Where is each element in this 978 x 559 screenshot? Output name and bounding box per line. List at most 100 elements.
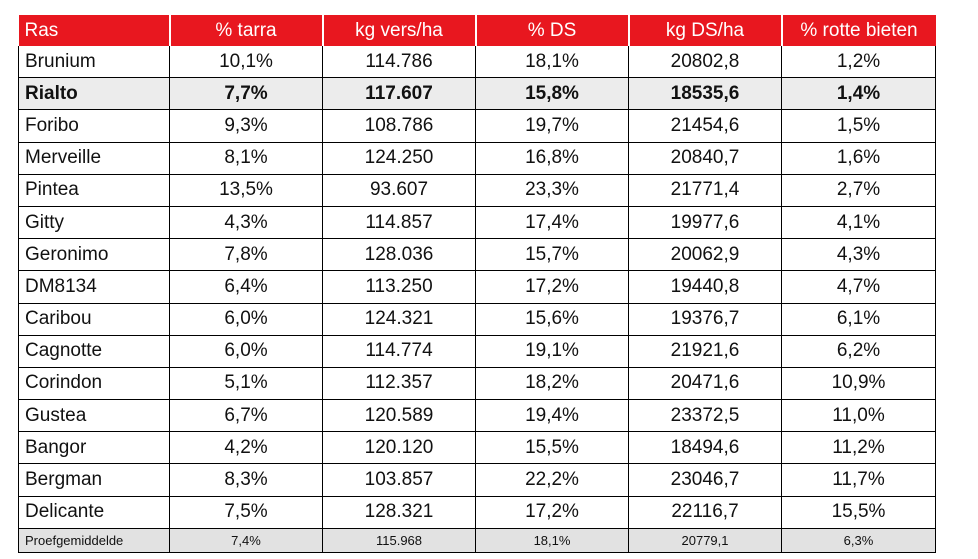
cell-ds: 15,6% bbox=[475, 303, 629, 336]
cell-kg-ds: 18494,6 bbox=[628, 431, 782, 465]
cell-ras: Merveille bbox=[18, 142, 170, 175]
cell-tarra: 8,1% bbox=[169, 142, 323, 175]
cell-kg-vers: 103.857 bbox=[322, 463, 476, 497]
cell-kg-vers: 93.607 bbox=[322, 174, 476, 207]
table-row: Brunium 10,1% 114.786 18,1% 20802,8 1,2% bbox=[18, 46, 936, 79]
cell-kg-vers: 113.250 bbox=[322, 270, 476, 304]
cell-tarra: 7,5% bbox=[169, 496, 323, 529]
cell-ds: 15,8% bbox=[475, 77, 629, 111]
cell-ras: Cagnotte bbox=[18, 335, 170, 368]
cell-kg-vers: 124.250 bbox=[322, 142, 476, 175]
cell-kg-ds: 21454,6 bbox=[628, 109, 782, 143]
cell-ds: 18,2% bbox=[475, 367, 629, 401]
cell-ds: 15,5% bbox=[475, 431, 629, 465]
cell-tarra: 6,0% bbox=[169, 335, 323, 368]
cell-kg-ds: 23046,7 bbox=[628, 463, 782, 497]
table-body: Brunium 10,1% 114.786 18,1% 20802,8 1,2% Rialt… bbox=[18, 46, 936, 529]
cell-ras: Bergman bbox=[18, 463, 170, 497]
table-row: Foribo 9,3% 108.786 19,7% 21454,6 1,5% bbox=[18, 109, 936, 143]
cell-ds: 16,8% bbox=[475, 142, 629, 175]
footer-rotte-bieten: 6,3% bbox=[781, 528, 936, 553]
cell-ds: 15,7% bbox=[475, 238, 629, 272]
cell-ds: 17,2% bbox=[475, 496, 629, 529]
footer-tarra: 7,4% bbox=[169, 528, 323, 553]
cell-kg-ds: 19977,6 bbox=[628, 206, 782, 240]
footer-label: Proefgemiddelde bbox=[18, 528, 170, 553]
cell-rotte-bieten: 4,3% bbox=[781, 238, 936, 272]
cell-tarra: 5,1% bbox=[169, 367, 323, 401]
cell-tarra: 6,0% bbox=[169, 303, 323, 336]
cell-ds: 23,3% bbox=[475, 174, 629, 207]
cell-rotte-bieten: 1,5% bbox=[781, 109, 936, 143]
header-row: Ras % tarra kg vers/ha % DS kg DS/ha % r… bbox=[18, 15, 936, 46]
cell-ras: Foribo bbox=[18, 109, 170, 143]
cell-kg-ds: 21771,4 bbox=[628, 174, 782, 207]
cell-kg-vers: 120.120 bbox=[322, 431, 476, 465]
cell-ds: 19,1% bbox=[475, 335, 629, 368]
cell-ras: Corindon bbox=[18, 367, 170, 401]
cell-ds: 19,7% bbox=[475, 109, 629, 143]
cell-rotte-bieten: 6,2% bbox=[781, 335, 936, 368]
footer-kg-ds: 20779,1 bbox=[628, 528, 782, 553]
cell-kg-ds: 18535,6 bbox=[628, 77, 782, 111]
cell-rotte-bieten: 1,2% bbox=[781, 46, 936, 79]
cell-ds: 22,2% bbox=[475, 463, 629, 497]
table-row: Gitty 4,3% 114.857 17,4% 19977,6 4,1% bbox=[18, 206, 936, 240]
cell-ras: Bangor bbox=[18, 431, 170, 465]
cell-tarra: 7,7% bbox=[169, 77, 323, 111]
cell-kg-ds: 20840,7 bbox=[628, 142, 782, 175]
header-rotte-bieten: % rotte bieten bbox=[781, 15, 936, 46]
cell-tarra: 4,2% bbox=[169, 431, 323, 465]
cell-rotte-bieten: 4,7% bbox=[781, 270, 936, 304]
table-row: Delicante 7,5% 128.321 17,2% 22116,7 15,5% bbox=[18, 496, 936, 529]
cell-rotte-bieten: 10,9% bbox=[781, 367, 936, 401]
footer-row: Proefgemiddelde 7,4% 115.968 18,1% 20779… bbox=[18, 528, 936, 553]
variety-table: Ras % tarra kg vers/ha % DS kg DS/ha % r… bbox=[18, 15, 936, 553]
table-row: Rialto 7,7% 117.607 15,8% 18535,6 1,4% bbox=[18, 77, 936, 111]
cell-kg-vers: 114.774 bbox=[322, 335, 476, 368]
cell-ras: Brunium bbox=[18, 46, 170, 79]
header-kg-vers: kg vers/ha bbox=[322, 15, 477, 46]
cell-rotte-bieten: 1,6% bbox=[781, 142, 936, 175]
cell-kg-ds: 21921,6 bbox=[628, 335, 782, 368]
cell-kg-ds: 20802,8 bbox=[628, 46, 782, 79]
cell-rotte-bieten: 11,7% bbox=[781, 463, 936, 497]
cell-kg-ds: 23372,5 bbox=[628, 399, 782, 433]
table-row: Caribou 6,0% 124.321 15,6% 19376,7 6,1% bbox=[18, 303, 936, 336]
cell-kg-vers: 124.321 bbox=[322, 303, 476, 336]
cell-kg-ds: 22116,7 bbox=[628, 496, 782, 529]
cell-tarra: 6,4% bbox=[169, 270, 323, 304]
cell-tarra: 8,3% bbox=[169, 463, 323, 497]
header-kg-ds: kg DS/ha bbox=[628, 15, 783, 46]
cell-rotte-bieten: 1,4% bbox=[781, 77, 936, 111]
table-row: Bangor 4,2% 120.120 15,5% 18494,6 11,2% bbox=[18, 431, 936, 465]
cell-kg-vers: 120.589 bbox=[322, 399, 476, 433]
cell-ras: DM8134 bbox=[18, 270, 170, 304]
cell-rotte-bieten: 11,0% bbox=[781, 399, 936, 433]
cell-ds: 19,4% bbox=[475, 399, 629, 433]
cell-tarra: 10,1% bbox=[169, 46, 323, 79]
cell-kg-vers: 114.857 bbox=[322, 206, 476, 240]
cell-ras: Pintea bbox=[18, 174, 170, 207]
cell-ds: 17,2% bbox=[475, 270, 629, 304]
cell-ras: Caribou bbox=[18, 303, 170, 336]
cell-kg-ds: 20471,6 bbox=[628, 367, 782, 401]
cell-tarra: 9,3% bbox=[169, 109, 323, 143]
cell-kg-ds: 19376,7 bbox=[628, 303, 782, 336]
cell-tarra: 13,5% bbox=[169, 174, 323, 207]
cell-rotte-bieten: 2,7% bbox=[781, 174, 936, 207]
cell-kg-vers: 112.357 bbox=[322, 367, 476, 401]
table-row: Merveille 8,1% 124.250 16,8% 20840,7 1,6% bbox=[18, 142, 936, 175]
table-row: Gustea 6,7% 120.589 19,4% 23372,5 11,0% bbox=[18, 399, 936, 433]
table-row: Bergman 8,3% 103.857 22,2% 23046,7 11,7% bbox=[18, 463, 936, 497]
table-row: Cagnotte 6,0% 114.774 19,1% 21921,6 6,2% bbox=[18, 335, 936, 368]
variety-table-container: Ras % tarra kg vers/ha % DS kg DS/ha % r… bbox=[18, 15, 936, 553]
header-ras: Ras bbox=[18, 15, 171, 46]
cell-kg-vers: 128.321 bbox=[322, 496, 476, 529]
cell-ras: Rialto bbox=[18, 77, 170, 111]
cell-tarra: 4,3% bbox=[169, 206, 323, 240]
cell-rotte-bieten: 4,1% bbox=[781, 206, 936, 240]
footer-kg-vers: 115.968 bbox=[322, 528, 476, 553]
cell-kg-vers: 128.036 bbox=[322, 238, 476, 272]
cell-ras: Delicante bbox=[18, 496, 170, 529]
